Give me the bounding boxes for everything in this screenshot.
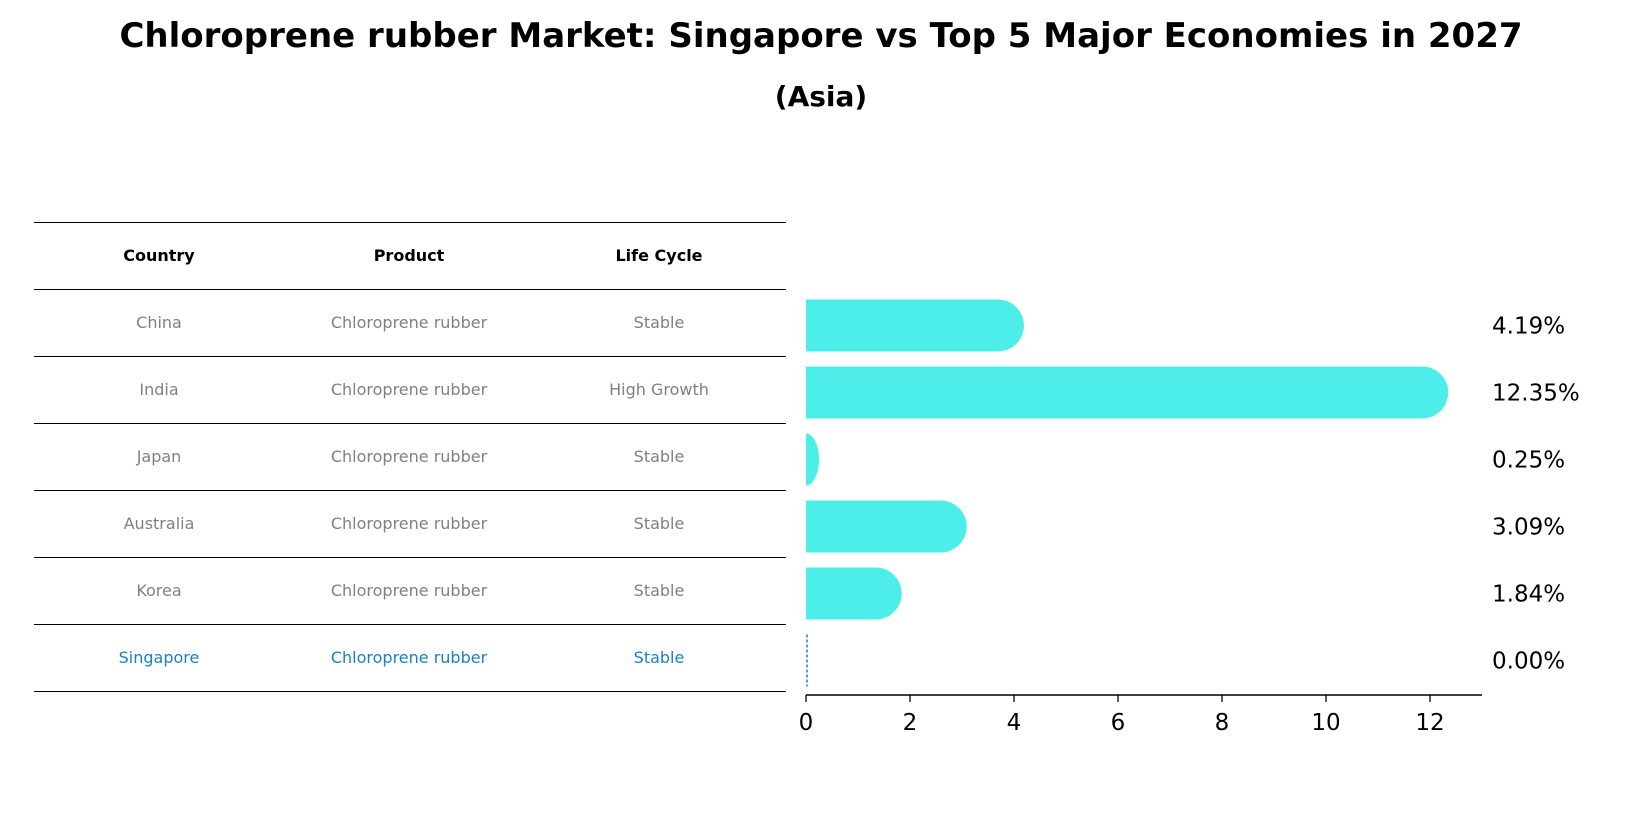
table-rule xyxy=(34,222,786,223)
table-cell-life-cycle: Stable xyxy=(633,313,685,332)
table-cell-life-cycle: Stable xyxy=(633,514,685,533)
table-cell-country: Japan xyxy=(136,447,182,466)
table-cell-life-cycle: High Growth xyxy=(609,380,709,399)
table-rule xyxy=(34,557,786,558)
table-rule xyxy=(34,691,786,692)
chart-title: Chloroprene rubber Market: Singapore vs … xyxy=(119,16,1523,56)
x-tick-label: 6 xyxy=(1111,710,1126,736)
table-rule xyxy=(34,624,786,625)
header-product: Product xyxy=(373,246,445,265)
bar-value-label: 3.09% xyxy=(1492,515,1565,541)
bar xyxy=(806,299,1024,352)
x-tick-label: 0 xyxy=(799,710,814,736)
table-cell-product: Chloroprene rubber xyxy=(330,514,488,533)
x-tick-label: 2 xyxy=(903,710,918,736)
bar-value-label: 4.19% xyxy=(1492,314,1565,340)
table-cell-country: Korea xyxy=(136,581,182,600)
table-cell-life-cycle: Stable xyxy=(633,447,685,466)
bar-value-label: 0.00% xyxy=(1492,649,1565,675)
bar-value-label: 0.25% xyxy=(1492,448,1565,474)
header-life-cycle: Life Cycle xyxy=(615,246,703,265)
bar xyxy=(806,567,902,620)
bar-value-label: 12.35% xyxy=(1492,381,1580,407)
table-cell-product: Chloroprene rubber xyxy=(330,648,488,667)
bar xyxy=(806,366,1449,419)
table-cell-product: Chloroprene rubber xyxy=(330,447,488,466)
bar xyxy=(806,500,967,553)
table-cell-life-cycle: Stable xyxy=(633,581,685,600)
table-cell-product: Chloroprene rubber xyxy=(330,380,488,399)
table-cell-product: Chloroprene rubber xyxy=(330,581,488,600)
table-cell-country: Singapore xyxy=(118,648,200,667)
table-cell-country: Australia xyxy=(123,514,195,533)
chart-subtitle: (Asia) xyxy=(774,80,868,113)
x-tick-label: 12 xyxy=(1415,710,1444,736)
x-tick-label: 4 xyxy=(1007,710,1022,736)
table-cell-country: India xyxy=(139,380,179,399)
x-tick-label: 8 xyxy=(1215,710,1230,736)
table-rule xyxy=(34,423,786,424)
table-rule xyxy=(34,356,786,357)
table-rule xyxy=(34,289,786,290)
table-cell-life-cycle: Stable xyxy=(633,648,685,667)
header-country: Country xyxy=(123,246,195,265)
bar-value-label: 1.84% xyxy=(1492,582,1565,608)
table-cell-product: Chloroprene rubber xyxy=(330,313,488,332)
x-tick-label: 10 xyxy=(1311,710,1340,736)
table-rule xyxy=(34,490,786,491)
table-cell-country: China xyxy=(136,313,182,332)
bar xyxy=(806,433,820,486)
